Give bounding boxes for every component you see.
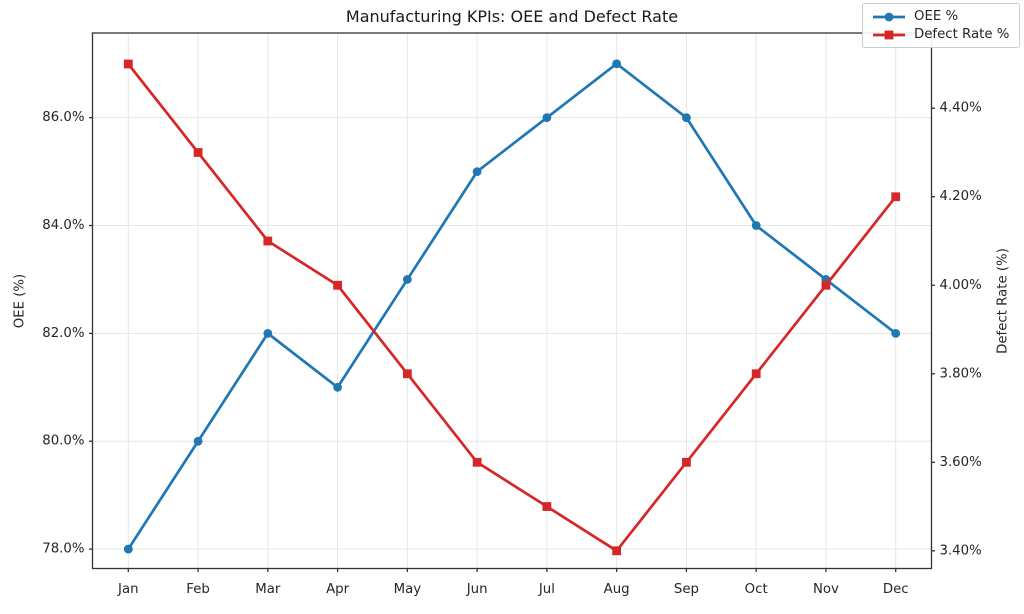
defect-rate-marker — [472, 457, 482, 467]
left-tick-label: 86.0% — [42, 110, 84, 125]
defect-rate-marker — [193, 148, 203, 157]
left-tick-label: 82.0% — [42, 326, 84, 341]
right-tick-label: 3.60% — [940, 455, 982, 470]
oee-legend-label: OEE % — [914, 9, 959, 24]
x-tick-label: Jun — [466, 582, 488, 597]
oee-marker — [333, 382, 342, 392]
left-axis-label: OEE (%) — [12, 273, 28, 329]
defect-rate-marker — [263, 236, 273, 246]
defect-rate-marker — [123, 59, 133, 69]
defect-rate-legend-swatch — [873, 30, 905, 39]
x-tick-label: Jul — [538, 582, 555, 597]
x-tick-label: Mar — [255, 582, 281, 597]
oee-marker — [542, 113, 552, 123]
oee-marker — [612, 59, 622, 69]
oee-marker — [402, 275, 412, 284]
defect-rate-legend-label: Defect Rate % — [914, 27, 1010, 42]
x-tick-label: Dec — [883, 582, 909, 597]
oee-marker — [193, 436, 203, 446]
defect-rate-marker — [402, 369, 412, 379]
legend-item-defect-rate: Defect Rate % — [871, 27, 1009, 42]
oee-legend-swatch — [873, 12, 905, 21]
x-tick-label: Aug — [604, 582, 630, 597]
oee-line — [126, 62, 898, 551]
right-tick-label: 4.00% — [940, 278, 982, 293]
chart-title: Manufacturing KPIs: OEE and Defect Rate — [345, 7, 679, 26]
x-tick-label: May — [394, 582, 422, 597]
legend-square-marker-icon — [884, 30, 894, 39]
right-tick-label: 3.40% — [940, 543, 982, 558]
legend: OEE % Defect Rate % — [862, 3, 1021, 48]
oee-marker — [682, 113, 691, 123]
defect-rate-marker — [333, 280, 342, 290]
defect-rate-line — [126, 62, 898, 553]
x-tick-label: Feb — [186, 582, 210, 597]
defect-rate-marker — [542, 502, 552, 511]
defect-rate-marker — [891, 192, 901, 202]
right-axis-label: Defect Rate (%) — [995, 248, 1011, 354]
axes-frame — [91, 32, 933, 570]
right-tick-label: 4.20% — [940, 189, 982, 204]
x-tick-label: Nov — [813, 582, 839, 597]
legend-circle-marker-icon — [884, 12, 894, 21]
oee-marker — [263, 328, 273, 338]
x-tick-label: Apr — [326, 582, 350, 597]
defect-rate-marker — [751, 369, 761, 379]
defect-rate-marker — [821, 280, 831, 290]
legend-item-oee: OEE % — [871, 9, 1009, 24]
right-tick-label: 3.80% — [940, 366, 982, 381]
left-tick-label: 78.0% — [42, 542, 84, 557]
right-tick-label: 4.40% — [940, 101, 982, 116]
oee-marker — [472, 167, 482, 176]
oee-marker — [751, 221, 761, 230]
left-tick-label: 80.0% — [42, 434, 84, 449]
left-tick-label: 84.0% — [42, 218, 84, 233]
defect-rate-marker — [612, 546, 622, 556]
oee-marker — [891, 328, 901, 338]
x-tick-label: Oct — [745, 582, 768, 597]
oee-marker — [123, 544, 133, 554]
x-tick-label: Sep — [674, 582, 699, 597]
x-tick-label: Jan — [117, 582, 139, 597]
defect-rate-marker — [682, 457, 691, 467]
